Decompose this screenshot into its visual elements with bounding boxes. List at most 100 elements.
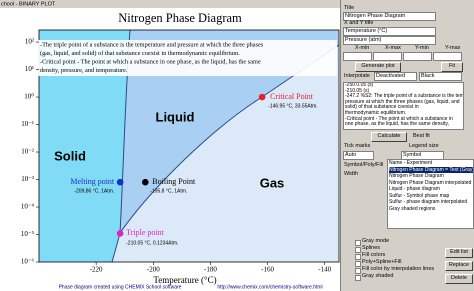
text-input[interactable] <box>343 52 372 61</box>
button[interactable]: Delete <box>445 274 473 284</box>
data-line: -210.05 (s) <box>345 87 370 94</box>
checkbox-label: Gray shaded <box>362 273 394 279</box>
label: Title <box>344 5 355 11</box>
footer-url: http://www.chemix.com/chemistry-software… <box>217 284 322 290</box>
list-item[interactable]: Sulfur - Symbol phase map <box>389 192 450 199</box>
note-line: density, pressure, and temperature. <box>40 67 128 74</box>
note-line: -Critical point - The point at which a s… <box>40 58 261 65</box>
list-item[interactable]: Nitrogen Phase Diagram interpolated <box>389 179 472 186</box>
label: Y-min <box>415 45 429 51</box>
checkbox-label: Fill color by interpolation lines <box>362 266 435 272</box>
checkbox[interactable] <box>355 275 361 281</box>
button[interactable]: Calculate <box>371 132 407 142</box>
checkbox[interactable] <box>355 247 361 253</box>
list-item[interactable]: Sulfur - phase diagram interpolated <box>389 199 468 205</box>
data-line: solid) of that substance coexist in <box>345 104 419 111</box>
y-tick-label: 10⁻³ <box>21 175 34 183</box>
note-line: -The triple point of a substance is the … <box>40 41 264 48</box>
point-caption: -195.8 °C, 1Atm. <box>150 189 187 195</box>
checkbox[interactable] <box>355 261 361 267</box>
button[interactable]: Generate plot <box>355 62 401 72</box>
window-title: chool - BINARY PLOT <box>1 1 56 7</box>
footer-credit: Phase diagram created using CHEMIX Schoo… <box>59 284 182 290</box>
checkbox-label: Fill colors <box>362 252 386 258</box>
region-label: Liquid <box>156 109 195 124</box>
point-label: Critical Point <box>270 92 314 101</box>
list-item[interactable]: Nitrogen Phase Diagram <box>389 173 444 179</box>
checkbox[interactable] <box>355 254 361 260</box>
note-line: (gas, liquid, and solid) of that substan… <box>40 50 240 57</box>
chart: chool - BINARY PLOT Nitrogen Phase Diagr… <box>0 0 340 291</box>
label: Best fit <box>413 133 430 139</box>
y-tick-label: 10⁻² <box>21 148 34 156</box>
region-label: Gas <box>260 175 285 190</box>
label: Symbol/Poly/Fill <box>344 162 384 168</box>
text-input[interactable]: Nitrogen Phase Diagram <box>343 12 436 21</box>
point-caption: -146.95 °C, 33.55Atm. <box>268 103 318 109</box>
point <box>116 178 124 186</box>
checkbox-label: Gray mode <box>362 238 390 244</box>
x-tick-label: -220 <box>90 266 103 274</box>
y-tick-label: 10² <box>25 38 34 46</box>
dropdown[interactable]: Auto <box>343 151 374 160</box>
text-input[interactable]: Temperature (°C) <box>343 27 436 36</box>
checkbox-label: Poly+Spline+Fill <box>362 259 402 265</box>
point-label: Triple point <box>126 228 164 237</box>
data-textarea[interactable]: -250 0.05 (s) -210.05 (s) -247.2 %S2: The … <box>343 82 464 130</box>
note-box <box>37 40 337 76</box>
button[interactable]: Edit list <box>445 248 473 258</box>
x-tick-label: -140 <box>318 266 331 274</box>
list-header: Name - Experiment <box>389 160 433 166</box>
label: Tick marks <box>344 143 371 149</box>
x-axis-title: Temperature (°C) <box>153 275 216 285</box>
dropdown[interactable]: Deactivated <box>374 72 417 81</box>
data-line: -247.2 %S2: The triple point of a substa… <box>345 93 464 100</box>
liquid-region <box>120 30 339 233</box>
y-tick-label: 10⁻¹ <box>21 120 34 128</box>
data-line: one phase, as the liquid, has the same d… <box>345 121 449 128</box>
label: X and Y title <box>344 20 374 26</box>
list-item[interactable]: Nitrogen Phase Diagram = Text (Gray) <box>389 166 474 173</box>
text-input[interactable] <box>433 52 462 61</box>
data-line: pressure at which the three phases (gas,… <box>345 98 460 105</box>
control-panel: Title Nitrogen Phase Diagram X and Y title… <box>340 0 474 291</box>
button[interactable]: Fit <box>441 62 463 72</box>
label: Y-max <box>445 45 461 51</box>
checkbox-label: Splines <box>362 245 381 251</box>
experiment-list[interactable]: Name - Experiment Nitrogen Phase Diagram … <box>387 159 474 229</box>
x-tick-label: -200 <box>147 266 160 274</box>
text-input[interactable]: Pressure (atm) <box>343 36 436 45</box>
label: X-min <box>355 45 370 51</box>
point-label: Boiling Point <box>152 177 196 186</box>
y-tick-label: 10¹ <box>25 65 34 73</box>
region-label: Solid <box>54 148 86 163</box>
button[interactable]: Replace <box>445 261 473 271</box>
y-tick-label: 10⁰ <box>24 93 34 101</box>
x-tick-label: -160 <box>261 266 274 274</box>
vapor-curve <box>119 44 340 234</box>
chart-title: Nitrogen Phase Diagram <box>118 11 242 25</box>
label: Width <box>344 171 359 177</box>
label: Legend size <box>409 143 439 149</box>
plot-frame <box>38 29 340 263</box>
point-label: Melting point <box>70 177 115 186</box>
solid-region <box>39 30 130 262</box>
y-tick-label: 10⁻⁵ <box>21 230 35 238</box>
x-tick-label: -180 <box>204 266 217 274</box>
point-caption: -209.86 °C, 1Atm. <box>74 189 114 195</box>
dropdown[interactable]: Black <box>419 72 462 81</box>
text-input[interactable] <box>403 52 432 61</box>
checkbox[interactable] <box>355 268 361 274</box>
data-line: -Critical point - The point at which a s… <box>345 115 453 122</box>
point <box>258 93 266 101</box>
text-input[interactable] <box>373 52 402 61</box>
list-item[interactable]: Liquid - phase diagram <box>389 186 440 192</box>
label: Interpolate <box>344 73 370 79</box>
data-line: -250 0.05 (s) <box>345 82 374 88</box>
list-item[interactable]: Gray shaded regions <box>389 205 436 212</box>
point <box>141 178 149 186</box>
data-line: thermodynamic equilibrium. <box>345 109 407 116</box>
y-tick-label: 10⁻⁶ <box>21 258 35 266</box>
checkbox[interactable] <box>355 240 361 246</box>
